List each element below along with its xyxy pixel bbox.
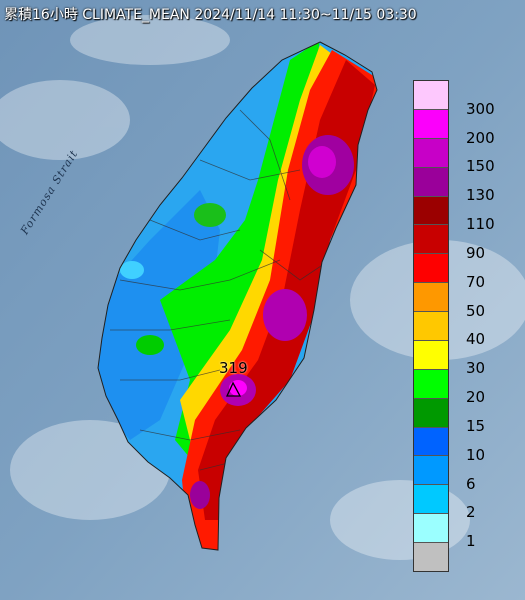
- legend-label: 70: [466, 272, 486, 291]
- legend-swatch: [414, 225, 448, 255]
- legend-label: 150: [466, 157, 495, 176]
- legend-swatch: [414, 167, 448, 197]
- legend-label: 10: [466, 445, 486, 464]
- legend-swatch: [414, 196, 448, 226]
- legend-swatch: [414, 81, 448, 110]
- legend-label: 50: [466, 301, 486, 320]
- legend-label: 200: [466, 128, 495, 147]
- legend-swatch: [414, 109, 448, 139]
- legend-label: 300: [466, 99, 495, 118]
- legend-swatch: [414, 456, 448, 486]
- legend-label: 1: [466, 532, 476, 551]
- legend-label: 6: [466, 474, 476, 493]
- legend-swatch: [414, 427, 448, 457]
- legend-label: 15: [466, 416, 486, 435]
- peak-value-label: 319: [219, 359, 248, 377]
- peak-marker-icon: [225, 381, 242, 397]
- legend-label: 30: [466, 359, 486, 378]
- legend-swatch: [414, 283, 448, 312]
- legend-swatch: [414, 543, 448, 571]
- legend-label: 40: [466, 330, 486, 349]
- legend-label: 2: [466, 503, 476, 522]
- map-title: 累積16小時 CLIMATE_MEAN 2024/11/14 11:30~11/…: [4, 7, 417, 23]
- legend-label: 90: [466, 243, 486, 262]
- rainfall-legend: [413, 80, 449, 572]
- legend-swatch: [414, 254, 448, 284]
- legend-swatch: [414, 340, 448, 370]
- legend-label: 20: [466, 388, 486, 407]
- legend-swatch: [414, 369, 448, 399]
- coastline: [97, 41, 378, 551]
- legend-swatch: [414, 485, 448, 515]
- legend-label: 130: [466, 186, 495, 205]
- legend-swatch: [414, 312, 448, 341]
- legend-label: 110: [466, 215, 495, 234]
- legend-swatch: [414, 514, 448, 543]
- legend-swatch: [414, 398, 448, 428]
- legend-swatch: [414, 138, 448, 168]
